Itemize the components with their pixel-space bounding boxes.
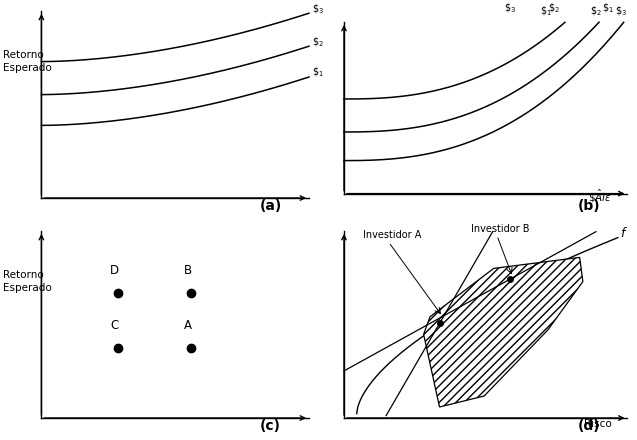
- Text: (d): (d): [578, 419, 601, 433]
- Polygon shape: [424, 257, 583, 407]
- Text: $\$_1$: $\$_1$: [540, 4, 552, 18]
- Text: (b): (b): [578, 199, 601, 213]
- Text: $\$_2$: $\$_2$: [548, 2, 560, 15]
- Text: $\$_2$: $\$_2$: [312, 35, 324, 48]
- Text: $\$_3$: $\$_3$: [504, 2, 515, 15]
- Text: $\$_3$: $\$_3$: [615, 4, 627, 18]
- Text: Investidor A: Investidor A: [363, 231, 422, 240]
- Text: D: D: [110, 264, 119, 277]
- Text: Risco: Risco: [583, 419, 612, 429]
- Text: C: C: [111, 319, 118, 332]
- Text: $f$: $f$: [620, 226, 628, 240]
- Text: $\$_2$: $\$_2$: [590, 4, 602, 18]
- Text: $\$_3$: $\$_3$: [312, 2, 324, 15]
- Text: $\$_1$: $\$_1$: [603, 2, 614, 15]
- Text: B: B: [184, 264, 192, 277]
- Text: Retorno
Esperado: Retorno Esperado: [3, 51, 52, 73]
- Text: $\$\hat{A}i\varepsilon$: $\$\hat{A}i\varepsilon$: [588, 187, 612, 205]
- Text: (c): (c): [261, 419, 281, 433]
- Text: Retorno
Esperado: Retorno Esperado: [3, 271, 52, 293]
- Text: $\$_1$: $\$_1$: [312, 66, 324, 79]
- Text: Investidor B: Investidor B: [471, 224, 530, 234]
- Text: A: A: [184, 319, 192, 332]
- Text: (a): (a): [260, 199, 282, 213]
